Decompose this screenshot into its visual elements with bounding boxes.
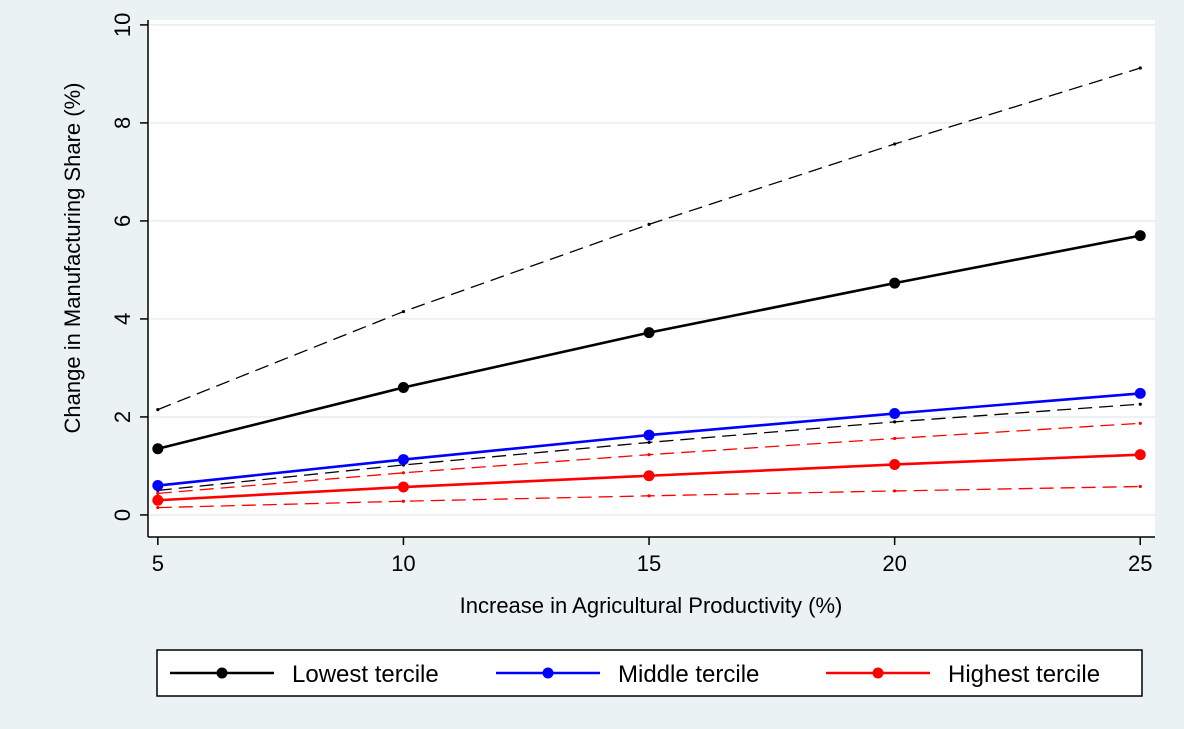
x-tick-label: 25 — [1128, 551, 1152, 576]
legend-label: Middle tercile — [618, 661, 759, 688]
series-middle — [152, 387, 1146, 492]
y-tick-label: 10 — [110, 13, 135, 37]
ci-upper-point — [156, 491, 160, 495]
y-axis-ticks: 0 2 4 6 8 10 — [110, 13, 148, 521]
data-point — [1134, 387, 1146, 399]
ci-upper-point — [1138, 421, 1142, 425]
ci-upper-point — [401, 309, 406, 314]
x-axis-ticks: 5 10 15 20 25 — [152, 537, 1153, 576]
gridlines — [148, 24, 1155, 516]
ci-lower-point — [401, 499, 406, 503]
ci-lower-point — [156, 505, 160, 510]
ci-upper-point — [156, 407, 160, 412]
data-point — [1134, 449, 1146, 461]
x-axis-title: Increase in Agricultural Productivity (%… — [460, 593, 843, 618]
x-tick-label: 10 — [391, 551, 415, 576]
legend-marker — [542, 667, 554, 679]
ci-upper-point — [893, 436, 897, 441]
x-tick-label: 20 — [882, 551, 906, 576]
ci-lower-point — [893, 420, 897, 424]
data-point — [397, 454, 409, 466]
ci-lower-point — [893, 489, 897, 493]
ci-lower-point — [1138, 484, 1142, 489]
y-tick-label: 8 — [110, 117, 135, 129]
data-point — [397, 481, 409, 493]
y-tick-label: 2 — [110, 411, 135, 423]
ci-upper-point — [401, 471, 406, 475]
series-layer — [152, 66, 1146, 510]
ci-upper-point — [647, 222, 651, 226]
data-point — [643, 429, 655, 441]
series-lowest — [152, 66, 1146, 493]
legend-item-middle: Middle tercile — [496, 661, 759, 688]
data-point — [643, 470, 655, 482]
legend-marker — [216, 667, 228, 679]
ci-upper-point — [1138, 66, 1142, 70]
data-point — [397, 382, 409, 394]
y-tick-label: 6 — [110, 215, 135, 227]
y-tick-label: 4 — [110, 313, 135, 325]
data-point — [889, 458, 901, 470]
legend-box — [156, 649, 1143, 697]
legend-item-lowest: Lowest tercile — [170, 661, 439, 688]
legend-label: Lowest tercile — [292, 661, 439, 688]
data-point — [152, 494, 164, 506]
plot-area — [148, 20, 1155, 537]
y-axis-title: Change in Manufacturing Share (%) — [60, 83, 85, 434]
data-point — [889, 408, 901, 420]
data-point — [152, 480, 164, 492]
data-point — [152, 443, 164, 455]
series-highest — [152, 421, 1146, 510]
legend-item-highest: Highest tercile — [826, 661, 1100, 688]
y-tick-label: 0 — [110, 509, 135, 521]
legend-label: Highest tercile — [948, 661, 1100, 688]
ci-upper-point — [893, 142, 897, 146]
data-point — [889, 277, 901, 289]
ci-lower-point — [1138, 402, 1142, 406]
data-point — [643, 327, 655, 339]
ci-lower-point — [647, 440, 651, 445]
x-tick-label: 15 — [637, 551, 661, 576]
legend: Lowest tercile Middle tercile Highest terc… — [156, 649, 1143, 697]
x-tick-label: 5 — [152, 551, 164, 576]
data-point — [1134, 230, 1146, 242]
legend-marker — [872, 667, 884, 679]
ci-lower-point — [647, 494, 651, 498]
ci-upper-point — [647, 453, 651, 457]
